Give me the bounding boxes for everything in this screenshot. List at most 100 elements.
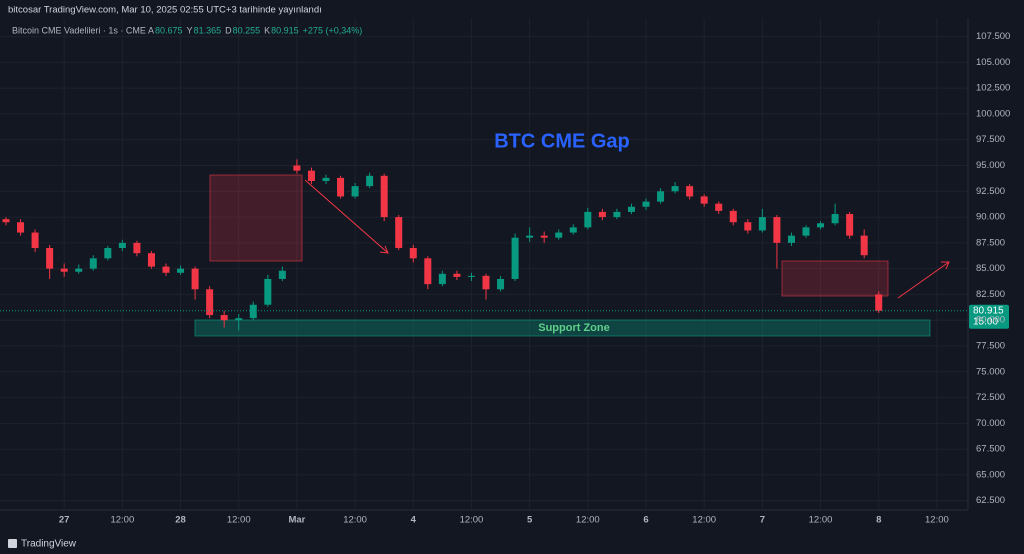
y-tick-label: 77.500 — [976, 341, 1005, 352]
y-tick-label: 85.000 — [976, 263, 1005, 274]
candle-body — [773, 217, 781, 243]
last-price: 80.915 — [973, 305, 1004, 316]
candle-body — [351, 186, 359, 197]
candle-body — [2, 219, 10, 223]
countdown: 15:00 — [973, 316, 998, 327]
y-tick-label: 100.000 — [976, 108, 1010, 119]
candle-body — [46, 248, 54, 269]
x-tick-label: Mar — [288, 515, 305, 526]
candle-body — [191, 268, 199, 290]
candle-body — [657, 191, 665, 202]
candle-body — [744, 222, 752, 231]
candle-body — [177, 268, 185, 273]
ohlc-value: 80.255 — [233, 25, 261, 35]
x-tick-label: 27 — [59, 515, 70, 526]
candle-body — [569, 227, 577, 233]
arrow — [897, 261, 950, 299]
candle-body — [787, 235, 795, 243]
y-tick-label: 95.000 — [976, 160, 1005, 171]
x-tick-label: 6 — [643, 515, 648, 526]
x-tick-label: 12:00 — [110, 515, 134, 526]
candle-body — [846, 213, 854, 236]
x-tick-label: 5 — [527, 515, 533, 526]
candle-body — [613, 211, 621, 218]
y-tick-label: 90.000 — [976, 212, 1005, 223]
ohlc-value: 81.365 — [194, 25, 222, 35]
candle-body — [453, 273, 461, 277]
symbol: Bitcoin CME Vadelileri · 1s · CME — [12, 25, 146, 35]
candle-body — [584, 211, 592, 228]
arrow — [304, 179, 389, 254]
y-tick-label: 65.000 — [976, 469, 1005, 480]
brand-logo — [8, 539, 17, 548]
candle-body — [17, 222, 25, 233]
ohlc-label: A — [148, 25, 154, 35]
y-tick-label: 72.500 — [976, 392, 1005, 403]
ohlc-value: 80.915 — [271, 25, 299, 35]
candle-body — [322, 177, 330, 181]
grid — [0, 18, 968, 510]
candle-body — [133, 242, 141, 254]
candle-body — [482, 275, 490, 290]
candle-body — [60, 268, 68, 272]
last-price-tag: 80.915 15:00 — [969, 304, 1009, 329]
candle-body — [307, 170, 315, 181]
y-tick-label: 92.500 — [976, 186, 1005, 197]
arrow-head — [379, 245, 389, 254]
candle-body — [817, 223, 825, 228]
y-tick-label: 80.000 — [976, 315, 1005, 326]
publisher: bitcosar TradingView.com, Mar 10, 2025 0… — [8, 5, 322, 16]
candle-body — [249, 304, 257, 319]
candle-body — [831, 213, 839, 224]
x-tick-label: 28 — [175, 515, 186, 526]
support-zone-label: Support Zone — [538, 322, 610, 334]
x-tick-label: 12:00 — [343, 515, 367, 526]
candle-body — [75, 268, 83, 272]
candle-body — [424, 258, 432, 285]
candle-body — [729, 210, 737, 223]
x-tick-label: 12:00 — [576, 515, 600, 526]
x-tick-label: 8 — [876, 515, 881, 526]
candle-body — [467, 275, 475, 277]
candle-body — [860, 235, 868, 256]
y-tick-label: 87.500 — [976, 237, 1005, 248]
candle-body — [511, 237, 519, 279]
y-tick-label: 70.000 — [976, 418, 1005, 429]
axes: 62.500 65.000 67.500 70.000 72.500 75.000 77.5… — [59, 31, 1010, 525]
gap-zone — [209, 174, 303, 262]
gap-zone — [781, 260, 889, 297]
candle-body — [555, 232, 563, 238]
candle-body — [438, 273, 446, 285]
x-tick-label: 4 — [411, 515, 417, 526]
y-tick-label: 107.500 — [976, 31, 1010, 42]
candle-body — [31, 232, 39, 249]
x-tick-label: 12:00 — [809, 515, 833, 526]
candle-body — [89, 258, 97, 269]
last-price-box — [969, 304, 1009, 329]
ohlc-label: K — [264, 25, 270, 35]
y-tick-label: 62.500 — [976, 495, 1005, 506]
candle-body — [526, 235, 534, 238]
candles — [2, 159, 883, 331]
candle-body — [642, 201, 650, 207]
candle-body — [206, 289, 214, 316]
candle-body — [104, 248, 112, 259]
y-tick-label: 105.000 — [976, 57, 1010, 68]
candle-body — [264, 278, 272, 305]
candle-body — [497, 278, 505, 290]
candle-body — [598, 211, 606, 218]
candle-body — [162, 266, 170, 273]
candle-body — [758, 217, 766, 231]
ohlc-legend: A 80.675 Y 81.365 D 80.255 K 80.915 +275 (+0,34%… — [148, 25, 362, 35]
candle-body — [671, 186, 679, 192]
candle-body — [540, 235, 548, 238]
x-tick-label: 12:00 — [227, 515, 251, 526]
candle-body — [220, 315, 228, 321]
candle-body — [700, 196, 708, 204]
y-tick-label: 82.500 — [976, 289, 1005, 300]
candle-body — [395, 217, 403, 249]
candle-body — [366, 175, 374, 187]
y-tick-label: 75.000 — [976, 366, 1005, 377]
candle-body — [337, 177, 345, 197]
